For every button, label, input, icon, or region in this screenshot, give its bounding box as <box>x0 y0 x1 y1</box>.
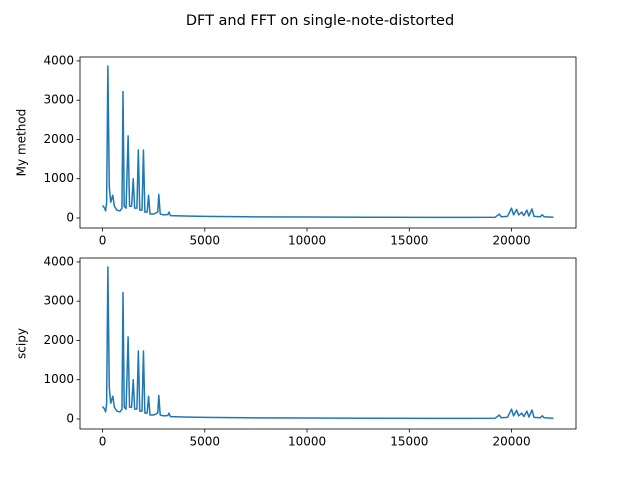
x-tick-label: 0 <box>99 435 107 449</box>
y-tick-label: 3000 <box>43 294 74 308</box>
x-tick-label: 5000 <box>190 435 221 449</box>
data-line <box>101 65 554 219</box>
x-tick-label: 10000 <box>288 234 326 248</box>
y-tick-label: 1000 <box>43 171 74 185</box>
y-axis-label: My method <box>15 109 29 177</box>
x-tick-label: 5000 <box>190 234 221 248</box>
x-tick-label: 20000 <box>492 435 530 449</box>
y-tick-label: 0 <box>66 210 74 224</box>
y-tick-label: 2000 <box>43 132 74 146</box>
axes-frame <box>79 56 577 229</box>
axes-frame <box>79 257 577 430</box>
y-tick-label: 4000 <box>43 254 74 268</box>
y-tick-label: 2000 <box>43 333 74 347</box>
figure-title: DFT and FFT on single-note-distorted <box>186 13 454 29</box>
y-tick-label: 0 <box>66 411 74 425</box>
data-line <box>101 266 554 420</box>
y-axis-label: scipy <box>15 328 29 359</box>
x-tick-label: 10000 <box>288 435 326 449</box>
y-tick-label: 3000 <box>43 93 74 107</box>
x-tick-label: 0 <box>99 234 107 248</box>
y-tick-label: 4000 <box>43 53 74 67</box>
x-tick-label: 15000 <box>390 234 428 248</box>
x-tick-label: 15000 <box>390 435 428 449</box>
y-tick-label: 1000 <box>43 372 74 386</box>
x-tick-label: 20000 <box>492 234 530 248</box>
